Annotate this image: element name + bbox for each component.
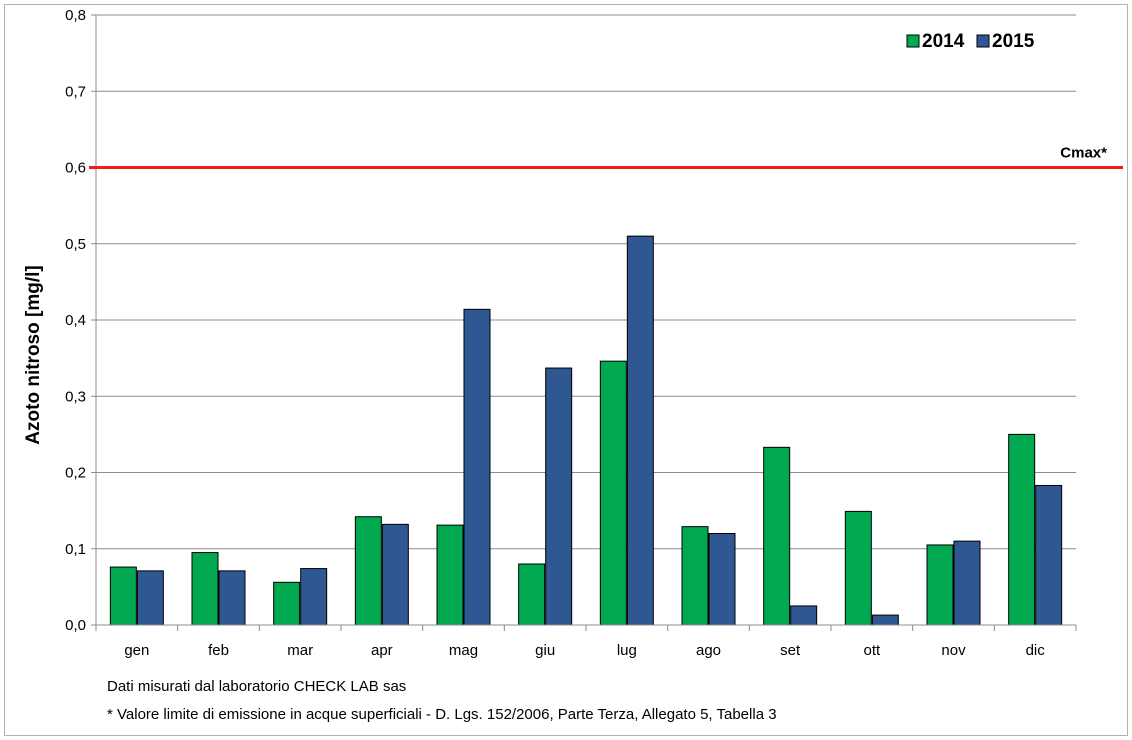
bar-2015-apr bbox=[381, 523, 409, 626]
legend-label-2015: 2015 bbox=[992, 31, 1035, 52]
limit-line-label: Cmax* bbox=[1060, 145, 1107, 162]
bar-2014-lug bbox=[599, 360, 627, 626]
limit-footnote: * Valore limite di emissione in acque su… bbox=[107, 706, 777, 723]
bar-2014-gen bbox=[109, 566, 137, 626]
gridlines bbox=[96, 14, 1076, 550]
bar-chart: 0,0 0,1 0,2 0,3 0,4 0,5 0,6 0,7 0,8 gen feb mar apr m… bbox=[23, 7, 1123, 723]
y-axis-title: Azoto nitroso [mg/l] bbox=[23, 265, 44, 444]
legend-label-2014: 2014 bbox=[922, 31, 965, 52]
bar-2014-apr bbox=[354, 516, 382, 626]
bar-2014-giu bbox=[518, 563, 546, 626]
y-tick-label: 0,4 bbox=[65, 312, 86, 329]
axes: 0,0 0,1 0,2 0,3 0,4 0,5 0,6 0,7 0,8 gen feb mar apr m… bbox=[65, 7, 1077, 659]
x-tick-label: nov bbox=[941, 642, 966, 659]
x-tick-label: lug bbox=[617, 642, 637, 659]
legend: 2014 2015 bbox=[906, 31, 1035, 52]
y-tick-label: 0,2 bbox=[65, 465, 86, 482]
bar-2015-lug bbox=[626, 235, 654, 626]
x-tick-label: gen bbox=[124, 642, 149, 659]
bar-2015-nov bbox=[953, 540, 981, 626]
bar-2015-ago bbox=[708, 533, 736, 626]
bar-2014-feb bbox=[191, 552, 219, 626]
x-tick-label: set bbox=[780, 642, 801, 659]
x-tick-label: mag bbox=[449, 642, 478, 659]
legend-swatch-2015 bbox=[976, 34, 990, 48]
bar-2014-set bbox=[763, 446, 791, 626]
bar-2014-ott bbox=[844, 510, 872, 626]
bar-2015-feb bbox=[218, 570, 246, 626]
bar-2015-giu bbox=[545, 367, 573, 626]
x-tick-label: dic bbox=[1026, 642, 1046, 659]
x-tick-label: giu bbox=[535, 642, 555, 659]
bar-2014-dic bbox=[1008, 433, 1036, 626]
y-tick-label: 0,3 bbox=[65, 388, 86, 405]
bars bbox=[109, 235, 1063, 626]
x-tick-label: apr bbox=[371, 642, 393, 659]
bar-2015-dic bbox=[1035, 484, 1063, 626]
y-tick-label: 0,8 bbox=[65, 7, 86, 24]
chart-area: 0,0 0,1 0,2 0,3 0,4 0,5 0,6 0,7 0,8 gen feb mar apr m… bbox=[4, 4, 1128, 736]
y-tick-label: 0,1 bbox=[65, 541, 86, 558]
legend-swatch-2014 bbox=[906, 34, 920, 48]
x-tick-label: mar bbox=[287, 642, 313, 659]
bar-2015-mag bbox=[463, 308, 491, 626]
bar-2015-gen bbox=[136, 570, 164, 626]
bar-2015-mar bbox=[300, 568, 328, 626]
bar-2015-ott bbox=[871, 614, 899, 626]
x-tick-label: ago bbox=[696, 642, 721, 659]
source-note: Dati misurati dal laboratorio CHECK LAB … bbox=[107, 678, 406, 695]
bar-2014-nov bbox=[926, 544, 954, 626]
y-tick-label: 0,7 bbox=[65, 83, 86, 100]
bar-2015-set bbox=[790, 605, 818, 626]
bar-2014-ago bbox=[681, 526, 709, 626]
x-tick-label: ott bbox=[863, 642, 881, 659]
x-tick-label: feb bbox=[208, 642, 229, 659]
bar-2014-mag bbox=[436, 524, 464, 626]
y-tick-label: 0,6 bbox=[65, 160, 86, 177]
y-tick-label: 0,5 bbox=[65, 236, 86, 253]
limit-line-group: Cmax* bbox=[89, 145, 1123, 169]
bar-2014-mar bbox=[273, 581, 301, 626]
y-tick-label: 0,0 bbox=[65, 617, 86, 634]
